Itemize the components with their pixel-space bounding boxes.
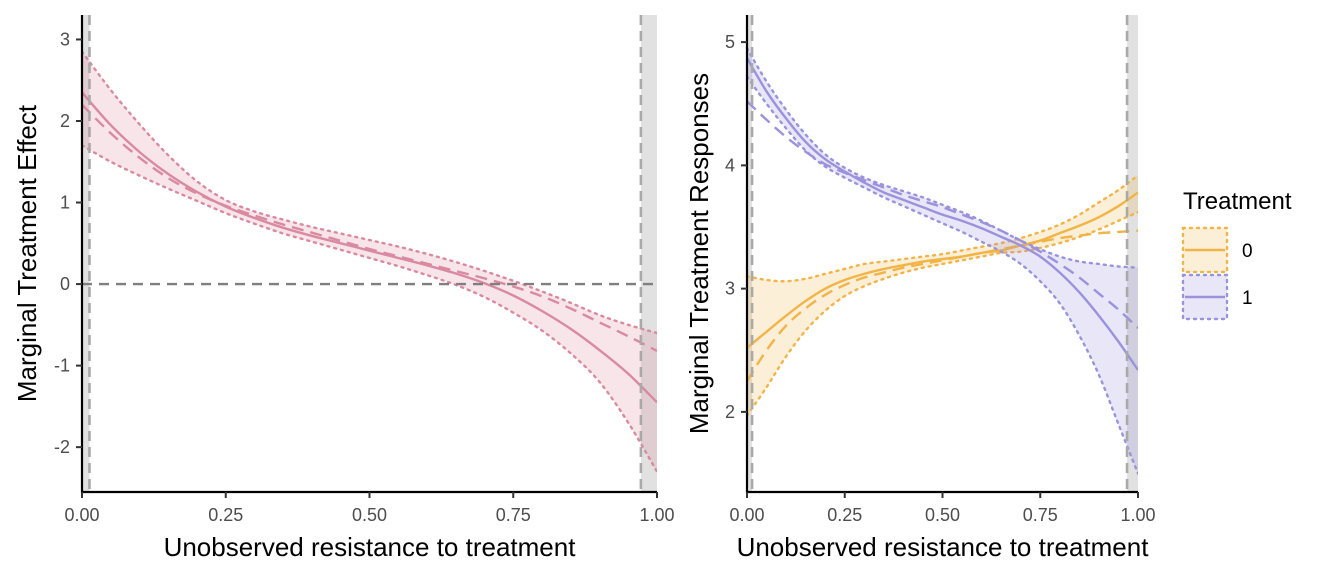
unsupported-region-0 bbox=[82, 15, 90, 492]
x-tick-label-3: 0.75 bbox=[1023, 505, 1058, 525]
mtr-treatment-0-solid-curve bbox=[747, 191, 1138, 349]
plot-area bbox=[82, 15, 657, 492]
mtr-treatment-0-band-upper bbox=[747, 174, 1138, 283]
x-axis-title: Unobserved resistance to treatment bbox=[164, 532, 577, 562]
x-tick-label-4: 1.00 bbox=[1120, 505, 1155, 525]
mtr-treatment-1-confidence-band bbox=[747, 48, 1138, 474]
mte-confidence-band bbox=[82, 51, 657, 472]
mte-dashed-curve bbox=[82, 103, 657, 353]
unsupported-region-1 bbox=[1127, 15, 1138, 492]
plot-area bbox=[747, 15, 1138, 492]
x-tick-label-0: 0.00 bbox=[64, 505, 99, 525]
x-tick-label-1: 0.25 bbox=[208, 505, 243, 525]
x-tick-label-3: 0.75 bbox=[496, 505, 531, 525]
legend-title: Treatment bbox=[1183, 188, 1292, 215]
legend: Treatment 0 1 bbox=[1181, 188, 1292, 321]
y-tick-label-5: 3 bbox=[60, 29, 70, 49]
mtr-treatment-1-dashed-curve bbox=[747, 100, 1138, 329]
mte-solid-curve bbox=[82, 91, 657, 404]
x-tick-label-1: 0.25 bbox=[827, 505, 862, 525]
y-tick-label-3: 5 bbox=[725, 32, 735, 52]
x-tick-label-2: 0.50 bbox=[925, 505, 960, 525]
y-tick-label-4: 2 bbox=[60, 111, 70, 131]
unsupported-region-0 bbox=[747, 15, 753, 492]
mtr-treatment-0-band-lower bbox=[747, 211, 1138, 417]
mte-band-upper bbox=[82, 50, 657, 335]
mtr-treatment-1-band-lower bbox=[747, 75, 1138, 475]
panel-marginal-treatment-responses: 0.00 0.25 0.50 0.75 1.00 2 3 4 5 Unobserved resis… bbox=[684, 15, 1156, 562]
y-tick-label-1: -1 bbox=[54, 356, 70, 376]
unsupported-region-1 bbox=[640, 15, 657, 492]
y-tick-label-0: 2 bbox=[725, 402, 735, 422]
mte-band-lower bbox=[82, 144, 657, 473]
y-tick-label-3: 1 bbox=[60, 193, 70, 213]
y-axis-title: Marginal Treatment Responses bbox=[684, 73, 714, 434]
x-tick-label-4: 1.00 bbox=[639, 505, 674, 525]
panel-marginal-treatment-effect: 0.00 0.25 0.50 0.75 1.00 -2 -1 0 1 2 3 Unobserved r… bbox=[12, 15, 675, 562]
x-tick-label-2: 0.50 bbox=[352, 505, 387, 525]
y-tick-label-1: 3 bbox=[725, 279, 735, 299]
x-axis-title: Unobserved resistance to treatment bbox=[737, 532, 1150, 562]
legend-label-1: 1 bbox=[1242, 288, 1253, 309]
x-tick-label-0: 0.00 bbox=[729, 505, 764, 525]
y-axis-title: Marginal Treatment Effect bbox=[12, 104, 42, 402]
mtr-treatment-0-dashed-curve bbox=[747, 229, 1138, 382]
y-tick-label-2: 4 bbox=[725, 155, 735, 175]
y-tick-label-0: -2 bbox=[54, 437, 70, 457]
legend-label-0: 0 bbox=[1242, 241, 1253, 262]
mtr-treatment-0-confidence-band bbox=[747, 175, 1138, 416]
mtr-treatment-1-solid-curve bbox=[747, 57, 1138, 371]
y-tick-label-2: 0 bbox=[60, 274, 70, 294]
mtr-treatment-1-band-upper bbox=[747, 47, 1138, 269]
